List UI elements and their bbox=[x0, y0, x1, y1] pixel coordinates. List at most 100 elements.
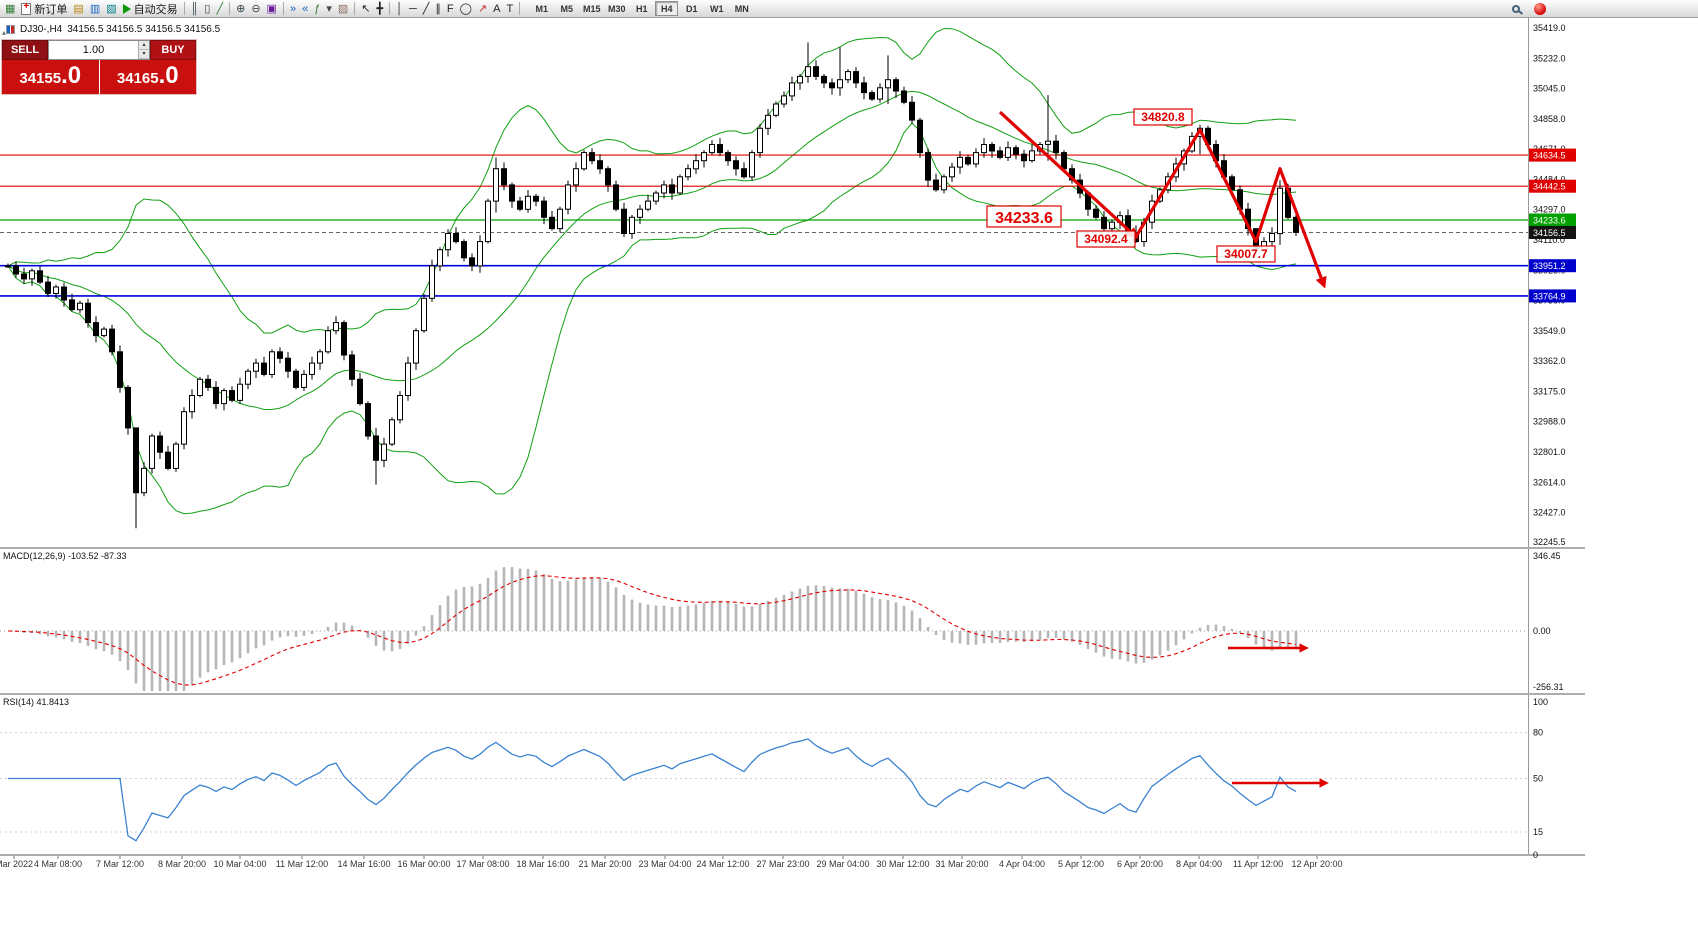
arrows-button[interactable]: ↗ bbox=[475, 1, 490, 17]
line-chart-icon: ╱ bbox=[216, 2, 224, 15]
trend-arrows[interactable] bbox=[998, 110, 1327, 289]
horizontal-line-icon: ─ bbox=[408, 2, 417, 15]
svg-text:34442.5: 34442.5 bbox=[1533, 182, 1566, 192]
candlestick-chart-button[interactable]: ▯ bbox=[201, 1, 213, 17]
rsi-panel: 100 80 50 15 0 bbox=[0, 697, 1548, 860]
price-axis-labels[interactable]: 35419.035232.035045.034858.034671.034484… bbox=[1529, 23, 1576, 547]
svg-text:50: 50 bbox=[1533, 774, 1543, 784]
indicators-caret-icon: ▾ bbox=[326, 2, 332, 15]
channel-button[interactable]: ∥ bbox=[432, 1, 444, 17]
sell-price-button[interactable]: 34155.0 bbox=[2, 60, 99, 94]
symbol-info: DJ30-,H4 34156.5 34156.5 34156.5 34156.5 bbox=[6, 24, 220, 35]
panel-separators[interactable] bbox=[0, 547, 1585, 856]
new-chart-button[interactable]: ▦ bbox=[2, 1, 18, 17]
svg-text:32427.0: 32427.0 bbox=[1533, 508, 1566, 518]
cursor-button[interactable]: ↖ bbox=[358, 1, 373, 17]
zoom-in-button[interactable]: ⊕ bbox=[233, 1, 248, 17]
volume-down-icon[interactable]: ▾ bbox=[139, 50, 149, 59]
chart-area[interactable]: 34820.8 34233.6 34092.4 34007.7 35419.0 35232… bbox=[0, 18, 1698, 942]
volume-input[interactable]: 1.00 ▴ ▾ bbox=[48, 40, 150, 60]
chart-shift-button[interactable]: « bbox=[299, 1, 311, 17]
search-icon[interactable] bbox=[1512, 5, 1520, 13]
rsi-label: RSI(14) 41.8413 bbox=[3, 697, 70, 707]
indicators-caret[interactable]: ▾ bbox=[323, 1, 335, 17]
timeframe-m30-button[interactable]: M30 bbox=[607, 4, 626, 14]
trendline-icon: ╱ bbox=[422, 2, 430, 15]
market-watch-button[interactable]: ▤ bbox=[70, 1, 86, 17]
zoom-out-button[interactable]: ⊖ bbox=[248, 1, 263, 17]
text-icon: A bbox=[493, 2, 501, 15]
svg-text:32245.5: 32245.5 bbox=[1533, 537, 1566, 547]
timeframe-d1-button[interactable]: D1 bbox=[685, 4, 698, 14]
navigator-button[interactable]: ▧ bbox=[103, 1, 119, 17]
timeframe-h4-button[interactable]: H4 bbox=[655, 1, 679, 16]
indicators-icon: ƒ bbox=[314, 2, 321, 15]
auto-trading-button[interactable]: 自动交易 bbox=[120, 1, 181, 17]
candlestick-chart-icon: ▯ bbox=[204, 2, 211, 15]
svg-text:33549.0: 33549.0 bbox=[1533, 326, 1566, 336]
timeframe-h1-button[interactable]: H1 bbox=[635, 4, 648, 14]
volume-value[interactable]: 1.00 bbox=[82, 44, 105, 56]
toolbar-separator bbox=[519, 2, 521, 15]
data-window-button[interactable]: ▥ bbox=[87, 1, 103, 17]
macd-label: MACD(12,26,9) -103.52 -87.33 bbox=[3, 551, 127, 561]
sell-button[interactable]: SELL bbox=[2, 40, 48, 60]
templates-button[interactable]: ▨ bbox=[335, 1, 351, 17]
toolbar: ▦新订单▤▥▧自动交易║▯╱⊕⊖▣»«ƒ▾▨↖╋│─╱∥F◯↗AT M1M5M1… bbox=[0, 0, 1698, 18]
line-chart-button[interactable]: ╱ bbox=[213, 1, 226, 17]
timeframe-m1-button[interactable]: M1 bbox=[535, 4, 548, 14]
text-label-button[interactable]: T bbox=[504, 1, 517, 17]
horizontal-line-button[interactable]: ─ bbox=[406, 1, 420, 17]
svg-text:-256.31: -256.31 bbox=[1533, 682, 1564, 692]
svg-text:0.00: 0.00 bbox=[1533, 626, 1551, 636]
new-order-button[interactable]: 新订单 bbox=[18, 1, 70, 17]
svg-text:6 Apr 20:00: 6 Apr 20:00 bbox=[1117, 859, 1163, 869]
auto-trading-icon bbox=[122, 3, 131, 14]
volume-up-icon[interactable]: ▴ bbox=[139, 41, 149, 50]
community-icon[interactable] bbox=[1534, 3, 1546, 15]
tile-windows-button[interactable]: ▣ bbox=[264, 1, 280, 17]
svg-text:34297.0: 34297.0 bbox=[1533, 205, 1566, 215]
new-chart-icon: ▦ bbox=[5, 2, 16, 15]
svg-text:30 Mar 12:00: 30 Mar 12:00 bbox=[876, 859, 929, 869]
auto-scroll-button[interactable]: » bbox=[287, 1, 299, 17]
svg-text:34634.5: 34634.5 bbox=[1533, 151, 1566, 161]
svg-text:34007.7: 34007.7 bbox=[1224, 247, 1268, 261]
symbol-ohlc: 34156.5 34156.5 34156.5 34156.5 bbox=[67, 24, 221, 35]
toolbar-buttons: ▦ 新订单 ▤ ▥ ▧ 自动交易 ║ ▯ ╱ ⊕ ⊖ ▣ » « ƒ ▾ ▨ ↖ ╋ │ ─ ╱ ∥ F ◯ ↗ AT bbox=[2, 1, 523, 17]
crosshair-button[interactable]: ╋ bbox=[373, 1, 386, 17]
data-window-icon: ▥ bbox=[89, 2, 101, 15]
horizontal-lines[interactable] bbox=[0, 154, 1528, 297]
shapes-button[interactable]: ◯ bbox=[457, 1, 475, 17]
fibonacci-button[interactable]: F bbox=[444, 1, 457, 17]
svg-text:14 Mar 16:00: 14 Mar 16:00 bbox=[337, 859, 390, 869]
text-button[interactable]: A bbox=[490, 1, 503, 17]
indicators-button[interactable]: ƒ bbox=[311, 1, 323, 17]
volume-stepper: ▴ ▾ bbox=[138, 41, 149, 59]
timeframe-mn-button[interactable]: MN bbox=[734, 4, 749, 14]
buy-button[interactable]: BUY bbox=[150, 40, 196, 60]
svg-text:33175.0: 33175.0 bbox=[1533, 387, 1566, 397]
vertical-line-icon: │ bbox=[396, 2, 403, 15]
vertical-line-button[interactable]: │ bbox=[393, 1, 406, 17]
svg-text:10 Mar 04:00: 10 Mar 04:00 bbox=[213, 859, 266, 869]
chart-shift-icon: « bbox=[302, 2, 309, 15]
buy-price-button[interactable]: 34165.0 bbox=[99, 60, 196, 94]
svg-text:31 Mar 20:00: 31 Mar 20:00 bbox=[935, 859, 988, 869]
timeframe-m15-button[interactable]: M15 bbox=[582, 4, 601, 14]
timeframe-w1-button[interactable]: W1 bbox=[710, 4, 724, 14]
trendline-button[interactable]: ╱ bbox=[420, 1, 433, 17]
one-click-collapse-icon[interactable]: ▴ bbox=[2, 28, 7, 37]
svg-text:34484.0: 34484.0 bbox=[1533, 174, 1566, 184]
svg-text:0: 0 bbox=[1533, 850, 1538, 860]
price-annotations[interactable]: 34820.8 34233.6 34092.4 34007.7 bbox=[986, 108, 1276, 263]
macd-panel: 346.45 0.00 -256.31 bbox=[0, 551, 1564, 692]
svg-text:33951.2: 33951.2 bbox=[1533, 261, 1566, 271]
shapes-icon: ◯ bbox=[459, 2, 472, 15]
new-order-button-label: 新订单 bbox=[34, 3, 68, 16]
svg-text:35419.0: 35419.0 bbox=[1533, 23, 1566, 33]
timeframe-m5-button[interactable]: M5 bbox=[560, 4, 573, 14]
svg-text:35045.0: 35045.0 bbox=[1533, 84, 1566, 94]
bar-chart-button[interactable]: ║ bbox=[188, 1, 202, 17]
